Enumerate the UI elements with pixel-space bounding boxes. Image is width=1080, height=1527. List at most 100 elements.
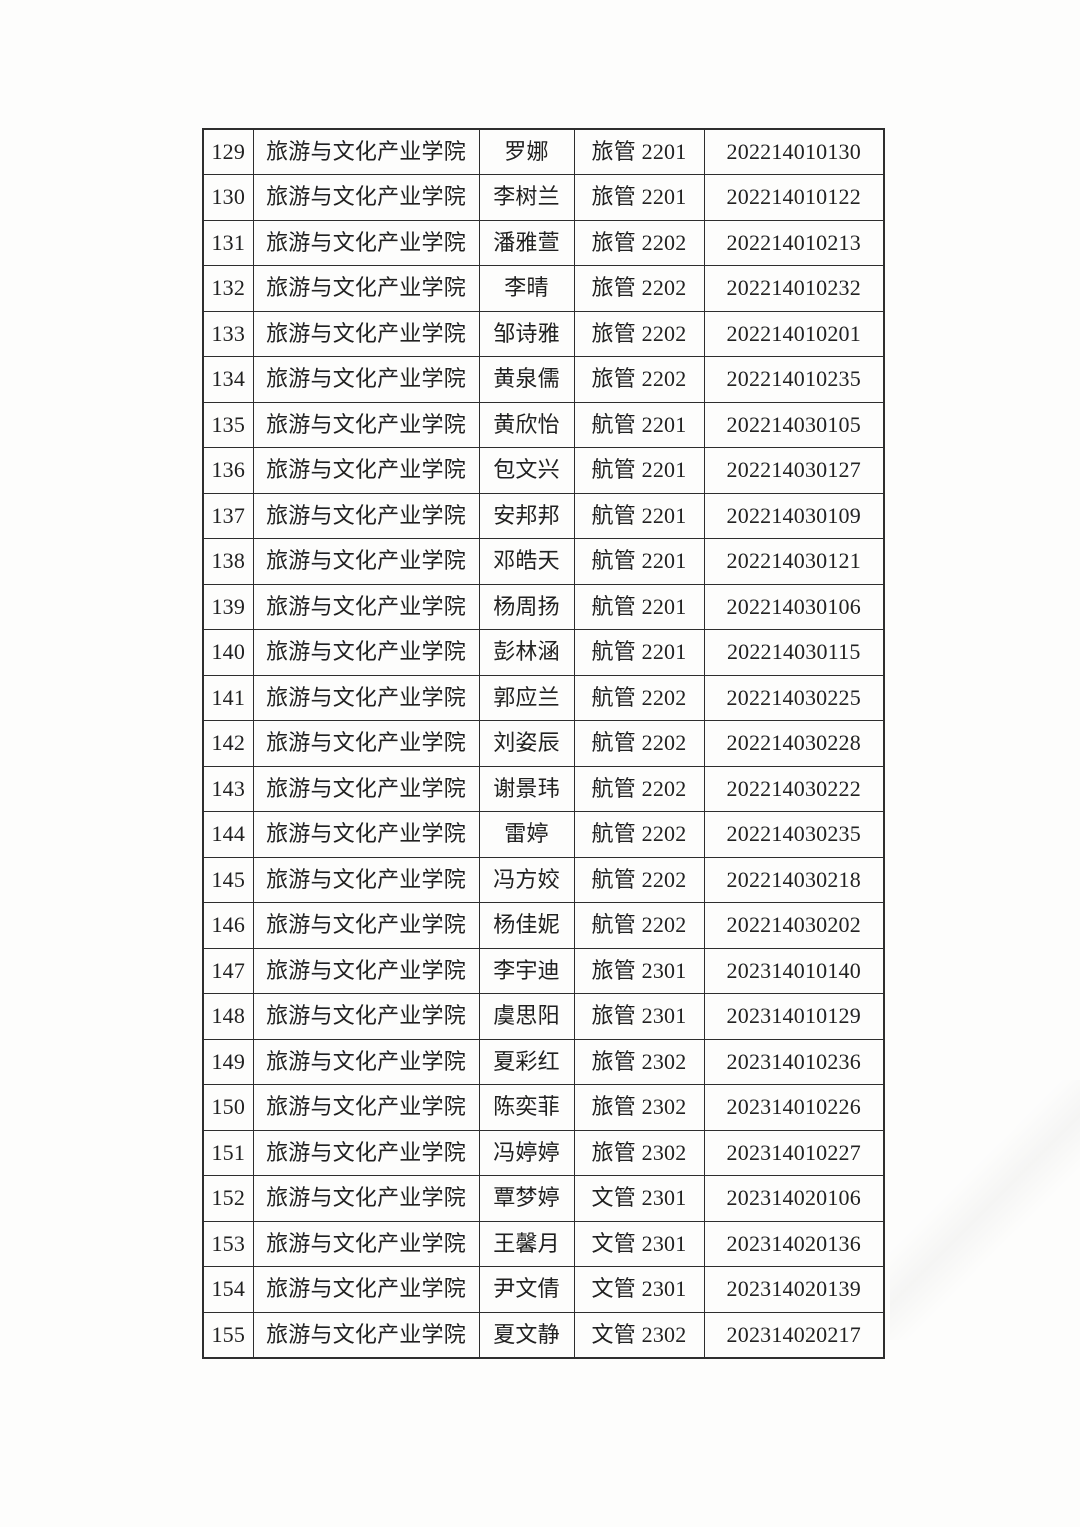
cell-class_name: 旅管 2202	[573, 356, 705, 403]
cell-name: 冯婷婷	[478, 1129, 575, 1176]
cell-index: 146	[202, 902, 254, 949]
cell-student_id: 202214030127	[703, 447, 885, 494]
cell-student_id: 202314020217	[703, 1311, 885, 1358]
cell-index: 137	[202, 492, 254, 539]
scan-artifact	[890, 1080, 1080, 1340]
cell-student_id: 202214010201	[703, 310, 885, 357]
cell-class_name: 文管 2302	[573, 1311, 705, 1358]
roster-table-body: 129 旅游与文化产业学院 罗娜 旅管 2201 202214010130 130 旅游与文…	[202, 128, 885, 1358]
cell-student_id: 202214030106	[703, 583, 885, 630]
cell-index: 130	[202, 174, 254, 221]
table-row: 130 旅游与文化产业学院 李树兰 旅管 2201 202214010122	[202, 174, 885, 221]
cell-student_id: 202314010236	[703, 1038, 885, 1085]
table-row: 137 旅游与文化产业学院 安邦邦 航管 2201 202214030109	[202, 492, 885, 539]
cell-index: 151	[202, 1129, 254, 1176]
cell-class_name: 航管 2201	[573, 583, 705, 630]
cell-class_name: 旅管 2301	[573, 993, 705, 1040]
table-row: 139 旅游与文化产业学院 杨周扬 航管 2201 202214030106	[202, 583, 885, 630]
cell-class_name: 航管 2201	[573, 401, 705, 448]
cell-college: 旅游与文化产业学院	[252, 902, 480, 949]
cell-college: 旅游与文化产业学院	[252, 492, 480, 539]
cell-class_name: 航管 2201	[573, 538, 705, 585]
table-row: 146 旅游与文化产业学院 杨佳妮 航管 2202 202214030202	[202, 902, 885, 949]
cell-name: 覃梦婷	[478, 1175, 575, 1222]
cell-class_name: 文管 2301	[573, 1175, 705, 1222]
cell-college: 旅游与文化产业学院	[252, 993, 480, 1040]
cell-college: 旅游与文化产业学院	[252, 447, 480, 494]
cell-index: 155	[202, 1311, 254, 1358]
cell-index: 145	[202, 856, 254, 903]
cell-college: 旅游与文化产业学院	[252, 1220, 480, 1267]
cell-name: 尹文倩	[478, 1266, 575, 1313]
cell-name: 包文兴	[478, 447, 575, 494]
cell-student_id: 202314020136	[703, 1220, 885, 1267]
table-row: 136 旅游与文化产业学院 包文兴 航管 2201 202214030127	[202, 447, 885, 494]
cell-name: 王馨月	[478, 1220, 575, 1267]
cell-college: 旅游与文化产业学院	[252, 811, 480, 858]
cell-name: 邹诗雅	[478, 310, 575, 357]
cell-name: 黄欣怡	[478, 401, 575, 448]
cell-name: 潘雅萱	[478, 219, 575, 266]
cell-college: 旅游与文化产业学院	[252, 1084, 480, 1131]
cell-name: 罗娜	[478, 128, 575, 175]
table-row: 142 旅游与文化产业学院 刘姿辰 航管 2202 202214030228	[202, 720, 885, 767]
cell-student_id: 202214010122	[703, 174, 885, 221]
cell-college: 旅游与文化产业学院	[252, 1129, 480, 1176]
cell-index: 147	[202, 947, 254, 994]
cell-name: 李晴	[478, 265, 575, 312]
cell-name: 杨周扬	[478, 583, 575, 630]
cell-index: 140	[202, 629, 254, 676]
cell-student_id: 202314010226	[703, 1084, 885, 1131]
cell-index: 154	[202, 1266, 254, 1313]
cell-student_id: 202314020139	[703, 1266, 885, 1313]
cell-index: 141	[202, 674, 254, 721]
cell-college: 旅游与文化产业学院	[252, 174, 480, 221]
cell-class_name: 旅管 2201	[573, 128, 705, 175]
cell-class_name: 旅管 2302	[573, 1129, 705, 1176]
cell-college: 旅游与文化产业学院	[252, 629, 480, 676]
cell-name: 夏彩红	[478, 1038, 575, 1085]
cell-name: 夏文静	[478, 1311, 575, 1358]
cell-student_id: 202214030222	[703, 765, 885, 812]
cell-student_id: 202214010235	[703, 356, 885, 403]
cell-student_id: 202314010140	[703, 947, 885, 994]
cell-college: 旅游与文化产业学院	[252, 1175, 480, 1222]
table-row: 155 旅游与文化产业学院 夏文静 文管 2302 202314020217	[202, 1311, 885, 1358]
table-row: 133 旅游与文化产业学院 邹诗雅 旅管 2202 202214010201	[202, 310, 885, 357]
cell-name: 安邦邦	[478, 492, 575, 539]
cell-college: 旅游与文化产业学院	[252, 947, 480, 994]
cell-name: 虞思阳	[478, 993, 575, 1040]
table-row: 131 旅游与文化产业学院 潘雅萱 旅管 2202 202214010213	[202, 219, 885, 266]
cell-name: 冯方姣	[478, 856, 575, 903]
table-row: 141 旅游与文化产业学院 郭应兰 航管 2202 202214030225	[202, 674, 885, 721]
cell-name: 李树兰	[478, 174, 575, 221]
table-row: 129 旅游与文化产业学院 罗娜 旅管 2201 202214010130	[202, 128, 885, 175]
cell-name: 谢景玮	[478, 765, 575, 812]
table-row: 148 旅游与文化产业学院 虞思阳 旅管 2301 202314010129	[202, 993, 885, 1040]
cell-index: 143	[202, 765, 254, 812]
cell-name: 彭林涵	[478, 629, 575, 676]
cell-college: 旅游与文化产业学院	[252, 128, 480, 175]
cell-class_name: 航管 2202	[573, 765, 705, 812]
table-row: 145 旅游与文化产业学院 冯方姣 航管 2202 202214030218	[202, 856, 885, 903]
cell-college: 旅游与文化产业学院	[252, 219, 480, 266]
cell-name: 杨佳妮	[478, 902, 575, 949]
table-row: 152 旅游与文化产业学院 覃梦婷 文管 2301 202314020106	[202, 1175, 885, 1222]
cell-class_name: 航管 2202	[573, 902, 705, 949]
cell-name: 黄泉儒	[478, 356, 575, 403]
table-row: 135 旅游与文化产业学院 黄欣怡 航管 2201 202214030105	[202, 401, 885, 448]
cell-class_name: 航管 2202	[573, 674, 705, 721]
table-row: 134 旅游与文化产业学院 黄泉儒 旅管 2202 202214010235	[202, 356, 885, 403]
cell-college: 旅游与文化产业学院	[252, 265, 480, 312]
cell-name: 刘姿辰	[478, 720, 575, 767]
cell-index: 150	[202, 1084, 254, 1131]
cell-college: 旅游与文化产业学院	[252, 765, 480, 812]
cell-student_id: 202214030235	[703, 811, 885, 858]
cell-name: 李宇迪	[478, 947, 575, 994]
cell-class_name: 旅管 2301	[573, 947, 705, 994]
cell-student_id: 202214030202	[703, 902, 885, 949]
cell-class_name: 旅管 2201	[573, 174, 705, 221]
cell-class_name: 旅管 2202	[573, 219, 705, 266]
cell-index: 144	[202, 811, 254, 858]
cell-student_id: 202314020106	[703, 1175, 885, 1222]
